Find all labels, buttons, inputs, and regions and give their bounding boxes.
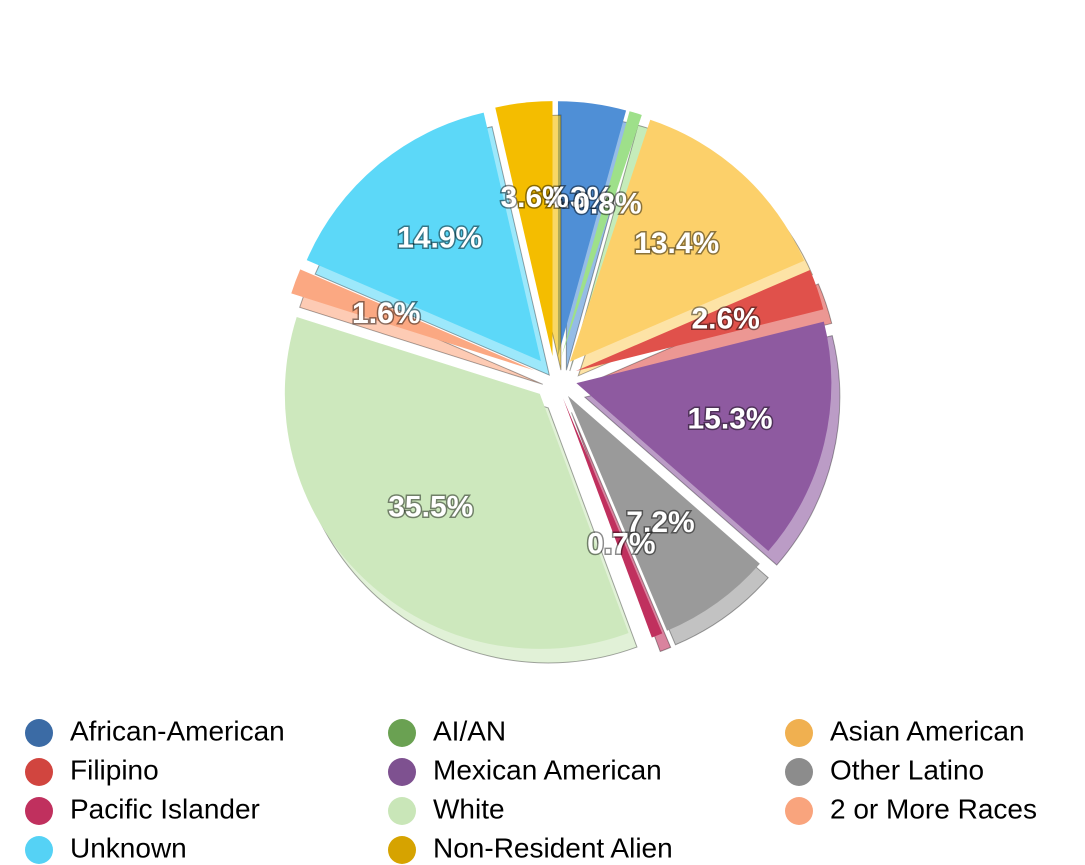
slice [306,112,541,362]
data-label: 7.2% [626,506,694,539]
data-label: 13.4% [634,227,719,260]
legend-label: Asian American [830,715,1025,746]
data-label: 2.6% [691,302,759,335]
slice [284,316,629,649]
legend-marker [25,797,53,825]
legend-label: Unknown [70,832,187,863]
legend-label: AI/AN [433,715,506,746]
slice [563,398,663,638]
legend-label: African-American [70,715,285,746]
data-label: 0.8% [573,188,641,221]
legend-label: Other Latino [830,754,984,785]
legend-label: Non-Resident Alien [433,832,673,863]
legend-marker [25,758,53,786]
slice [495,101,553,357]
legend-label: Filipino [70,754,159,785]
legend-marker [388,758,416,786]
legend-label: Mexican American [433,754,662,785]
data-label: 35.5% [388,490,473,523]
data-label: 0.7% [587,527,655,560]
legend-marker [388,719,416,747]
slice [291,269,535,371]
legend-marker [25,719,53,747]
slice [557,101,627,357]
slice [569,119,805,362]
legend-marker [785,758,813,786]
slice [576,321,832,552]
legend-marker [25,836,53,864]
data-label: 14.9% [397,222,482,255]
data-label: 15.3% [688,402,773,435]
data-label: 1.6% [352,297,420,330]
legend-marker [785,797,813,825]
legend-label: Pacific Islander [70,793,260,824]
slice [561,111,642,357]
legend-label: White [433,793,505,824]
data-label: 3.6% [500,181,568,214]
legend-marker [785,719,813,747]
legend-marker [388,836,416,864]
slice-side [571,412,672,653]
legend-label: 2 or More Races [830,793,1037,824]
legend-marker [388,797,416,825]
data-label: 4.3% [545,181,613,214]
slice [567,395,760,631]
slice [575,269,824,371]
